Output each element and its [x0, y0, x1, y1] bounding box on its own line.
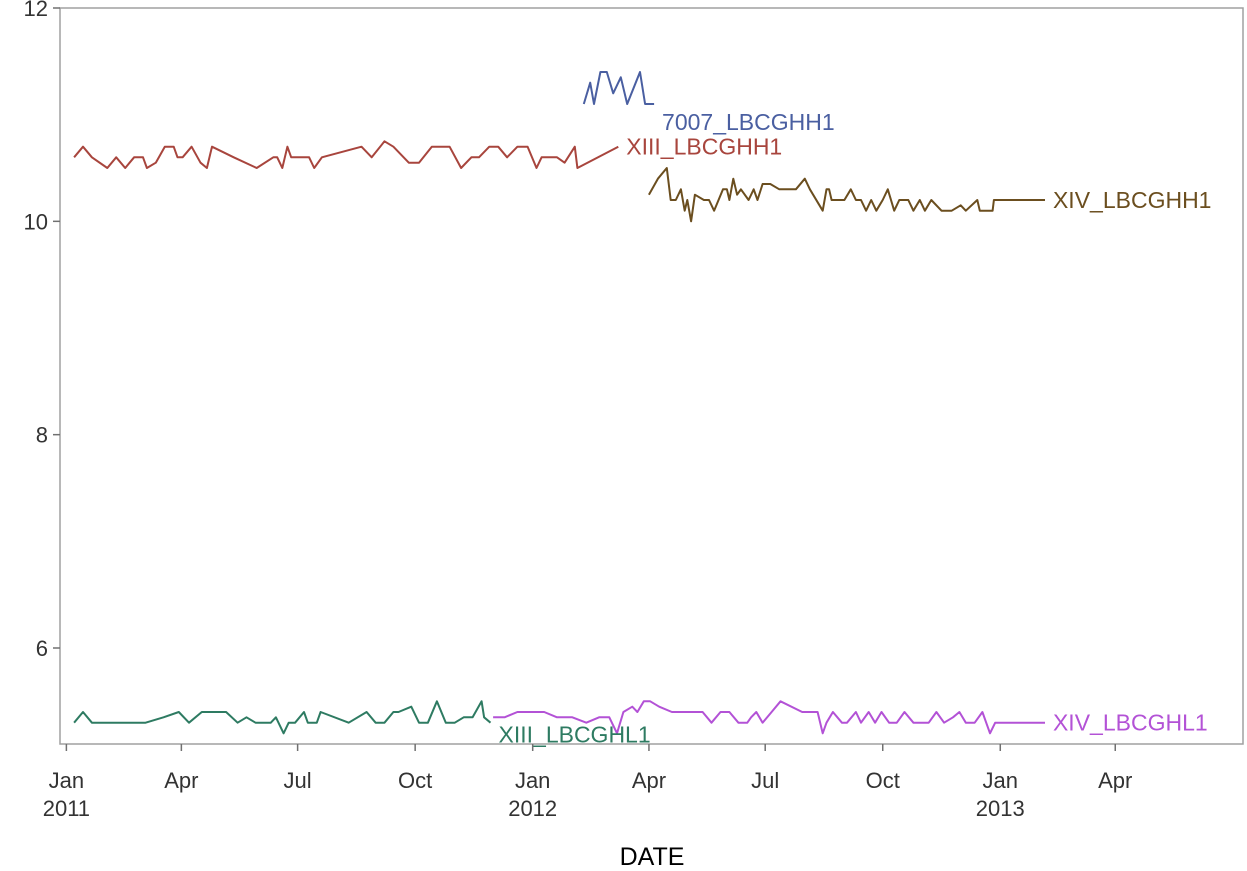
x-tick-year-label: 2012 — [508, 796, 557, 821]
series-line-7007_lbcghh1 — [582, 71, 655, 105]
x-tick-year-label: 2011 — [43, 796, 90, 821]
x-tick-label: Jan — [983, 768, 1018, 793]
series-label-xiv_lbcghl1: XIV_LBCGHL1 — [1053, 710, 1208, 736]
y-tick-label: 10 — [24, 209, 48, 234]
series-line-xiv_lbcghh1 — [648, 167, 1045, 223]
plot-area — [59, 7, 1244, 745]
x-axis: Jan 2011 Apr Jul Oct Jan 2012 Apr Jul Oct Jan 2013 A… — [43, 744, 1132, 821]
x-tick-label: Oct — [866, 768, 900, 793]
x-tick-label: Jul — [751, 768, 779, 793]
y-tick-label: 12 — [24, 0, 48, 21]
plot-border — [59, 7, 1244, 745]
x-tick-label: Apr — [632, 768, 666, 793]
series-line-xiv_lbcghl1 — [493, 700, 1045, 735]
y-tick-label: 6 — [36, 636, 48, 661]
series-lines — [73, 71, 1045, 735]
series-label-7007_lbcghh1: 7007_LBCGHH1 — [662, 109, 835, 135]
series-label-xiii_lbcghl1: XIII_LBCGHL1 — [499, 722, 651, 748]
x-tick-label: Oct — [398, 768, 432, 793]
x-tick-label: Jul — [284, 768, 312, 793]
series-line-xiii_lbcghl1 — [73, 700, 492, 735]
x-tick-label: Jan — [49, 768, 84, 793]
y-tick-label: 8 — [36, 423, 48, 448]
x-tick-label: Apr — [164, 768, 198, 793]
x-tick-label: Jan — [515, 768, 550, 793]
x-tick-year-label: 2013 — [976, 796, 1025, 821]
y-axis: 6 8 10 12 — [24, 0, 60, 661]
series-label-xiii_lbcghh1: XIII_LBCGHH1 — [626, 134, 782, 160]
x-axis-title: DATE — [620, 843, 685, 871]
x-tick-label: Apr — [1098, 768, 1132, 793]
series-line-xiii_lbcghh1 — [73, 140, 619, 169]
series-label-xiv_lbcghh1: XIV_LBCGHH1 — [1053, 187, 1212, 213]
